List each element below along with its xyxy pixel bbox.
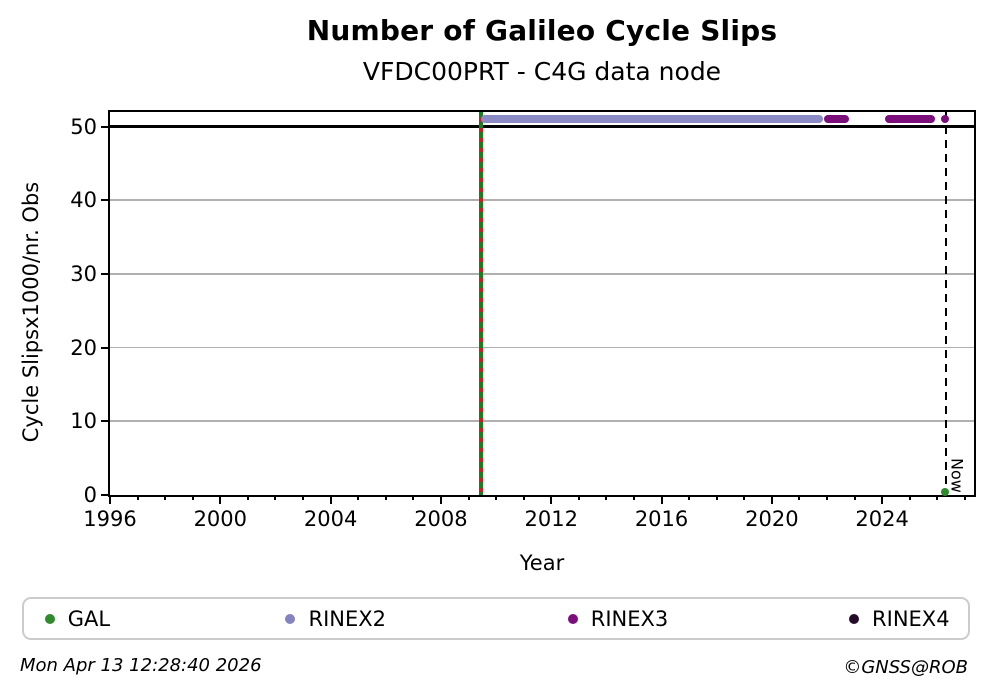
y-tick: [101, 346, 110, 349]
x-minor-tick: [908, 495, 911, 500]
y-tick-label: 10: [70, 409, 97, 434]
rinex2-marker-icon: [285, 613, 296, 624]
series-segment-rinex2: [481, 115, 823, 124]
series-point-gal: [941, 488, 950, 497]
x-tick-label: 1996: [83, 507, 137, 531]
copyright-credit: ©GNSS@ROB: [843, 657, 968, 678]
legend-item-rinex4: RINEX4: [849, 607, 950, 631]
y-tick: [101, 125, 110, 128]
x-axis-label: Year: [519, 551, 565, 575]
now-label: Now: [947, 458, 967, 493]
legend-box: GAL RINEX2 RINEX3 RINEX4: [22, 597, 970, 640]
x-minor-tick: [246, 495, 249, 500]
plot-timestamp: Mon Apr 13 12:28:40 2026: [20, 655, 262, 676]
y-tick: [101, 199, 110, 202]
x-minor-tick: [577, 495, 580, 500]
legend-label-rinex2: RINEX2: [308, 606, 386, 631]
rinex3-marker-icon: [567, 613, 578, 624]
series-segment-rinex3: [824, 115, 850, 124]
x-major-tick: [550, 495, 553, 504]
x-minor-tick: [715, 495, 718, 500]
legend-label-rinex4: RINEX4: [872, 606, 950, 631]
x-tick-label: 2004: [303, 507, 358, 531]
x-major-tick: [770, 495, 773, 504]
x-minor-tick: [384, 495, 387, 500]
now-line: [944, 112, 947, 495]
x-major-tick: [109, 495, 111, 504]
x-minor-tick: [495, 495, 498, 500]
x-tick-label: 2012: [524, 507, 578, 531]
rinex4-marker-icon: [849, 613, 860, 624]
y-gridline: [110, 420, 974, 422]
x-minor-tick: [853, 495, 856, 500]
x-minor-tick: [191, 495, 194, 500]
gal-start-line: [479, 112, 484, 495]
y-gridline: [110, 346, 974, 349]
x-minor-tick: [522, 495, 525, 500]
x-minor-tick: [164, 495, 167, 500]
y-tick-label: 20: [70, 335, 97, 360]
series-point-rinex3: [941, 115, 950, 124]
x-major-tick: [329, 495, 332, 504]
chart-title: Number of Galileo Cycle Slips: [306, 14, 778, 47]
x-major-tick: [660, 495, 663, 504]
y-axis-label: Cycle Slipsx1000/nr. Obs: [19, 181, 43, 443]
y-tick: [101, 273, 110, 276]
x-major-tick: [219, 495, 222, 504]
x-tick-label: 2016: [634, 507, 689, 531]
x-minor-tick: [274, 495, 277, 500]
x-minor-tick: [798, 495, 801, 500]
y-tick: [101, 494, 110, 496]
x-minor-tick: [936, 495, 939, 500]
y-tick-label: 50: [70, 114, 97, 139]
x-minor-tick: [357, 495, 360, 500]
x-minor-tick: [963, 495, 966, 500]
y-gridline: [110, 273, 974, 275]
legend-item-rinex2: RINEX2: [285, 607, 386, 631]
plot-area: Now 1996 2000 2004 2008 2012 2016 2020 2024 0 10 20…: [70, 110, 976, 531]
x-tick-label: 2000: [193, 507, 248, 531]
x-minor-tick: [688, 495, 691, 500]
y-tick: [101, 420, 110, 423]
x-tick-label: 2024: [855, 507, 909, 531]
y-gridline: [110, 199, 974, 201]
legend-label-rinex3: RINEX3: [590, 606, 669, 631]
x-minor-tick: [605, 495, 608, 500]
x-minor-tick: [412, 495, 415, 500]
x-minor-tick: [467, 495, 470, 500]
legend-item-gal: GAL: [44, 606, 111, 631]
y-tick-label: 40: [70, 188, 97, 213]
threshold-line-50: [110, 125, 974, 129]
x-minor-tick: [632, 495, 635, 500]
y-tick-label: 0: [83, 483, 97, 507]
series-segment-rinex3: [884, 115, 935, 124]
x-major-tick: [881, 495, 884, 504]
x-tick-label: 2020: [745, 507, 799, 531]
x-minor-tick: [302, 495, 305, 500]
x-minor-tick: [743, 495, 746, 500]
legend-item-rinex3: RINEX3: [567, 606, 669, 631]
x-tick-label: 2008: [414, 507, 468, 531]
x-minor-tick: [136, 495, 139, 500]
gal-marker-icon: [44, 613, 55, 624]
x-major-tick: [439, 495, 442, 504]
chart-subtitle: VFDC00PRT - C4G data node: [362, 57, 722, 86]
y-tick-label: 30: [70, 262, 97, 287]
x-minor-tick: [826, 495, 828, 500]
legend-label-gal: GAL: [67, 606, 111, 631]
